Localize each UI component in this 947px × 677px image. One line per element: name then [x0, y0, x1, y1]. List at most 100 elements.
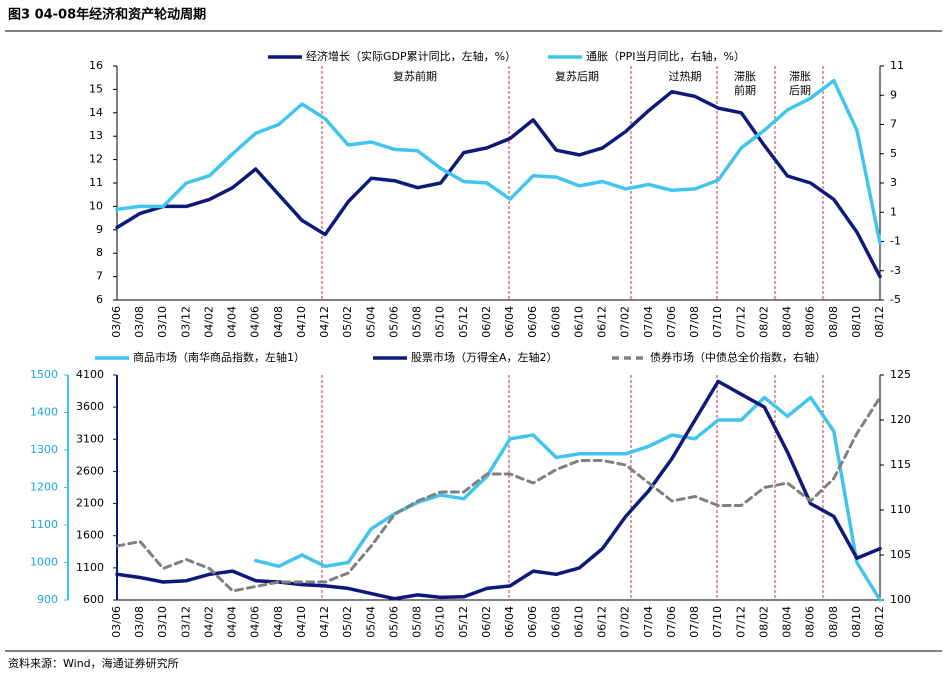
x-tick-label: 03/08 [133, 606, 146, 638]
x-tick-label: 04/06 [249, 306, 262, 338]
y-tick-label: 9 [96, 223, 103, 236]
x-tick-label: 05/12 [457, 306, 470, 338]
x-tick-label: 06/04 [503, 306, 516, 338]
x-tick-label: 07/04 [642, 606, 655, 638]
x-tick-label: 08/02 [757, 306, 770, 338]
y-tick-label: 105 [890, 548, 911, 561]
y-tick-label: 1200 [30, 481, 58, 494]
x-tick-label: 07/08 [688, 306, 701, 338]
x-tick-label: 08/10 [850, 306, 863, 338]
y-tick-label: 6 [96, 293, 103, 306]
x-tick-label: 07/06 [665, 306, 678, 338]
phase-label: 复苏前期 [393, 70, 437, 83]
x-tick-label: 06/10 [572, 306, 585, 338]
x-tick-label: 08/08 [827, 606, 840, 638]
phase-label: 滞胀前期 [734, 70, 756, 97]
x-tick-label: 07/04 [642, 306, 655, 338]
x-tick-label: 05/08 [411, 306, 424, 338]
y-tick-label: 900 [37, 593, 58, 606]
y-tick-label: 7 [890, 118, 897, 131]
x-tick-label: 08/06 [804, 606, 817, 638]
x-tick-label: 04/04 [226, 306, 239, 338]
legend-label: 债券市场（中债总全价指数，右轴） [650, 350, 826, 364]
y-tick-label: 3600 [76, 400, 104, 413]
x-tick-label: 05/02 [341, 306, 354, 338]
x-tick-label: 07/12 [734, 606, 747, 638]
series-line [115, 396, 882, 593]
series-line [115, 89, 882, 279]
y-tick-label: 1400 [30, 406, 58, 419]
x-tick-label: 07/02 [619, 606, 632, 638]
y-tick-label: 8 [96, 246, 103, 259]
y-tick-label: 9 [890, 88, 897, 101]
x-tick-label: 05/10 [434, 606, 447, 638]
x-tick-label: 06/08 [549, 606, 562, 638]
y-tick-label: 100 [890, 593, 911, 606]
x-tick-label: 03/10 [156, 306, 169, 338]
x-tick-label: 06/06 [526, 306, 539, 338]
y-tick-label: 12 [89, 153, 103, 166]
x-tick-label: 08/08 [827, 306, 840, 338]
x-tick-label: 06/08 [549, 306, 562, 338]
legend-label: 股票市场（万得全A，左轴2） [411, 350, 558, 364]
phase-label: 复苏后期 [555, 70, 599, 83]
y-tick-label: 7 [96, 270, 103, 283]
y-tick-label: 1300 [30, 443, 58, 456]
y-tick-label: 1000 [30, 556, 58, 569]
y-tick-label: 4100 [76, 368, 104, 381]
y-tick-label: 120 [890, 413, 911, 426]
y-tick-label: 3100 [76, 432, 104, 445]
x-tick-label: 03/12 [179, 606, 192, 638]
x-tick-label: 06/06 [526, 606, 539, 638]
y-tick-label: -1 [890, 235, 901, 248]
x-tick-label: 04/04 [226, 606, 239, 638]
y-tick-label: 11 [890, 59, 904, 72]
x-tick-label: 04/12 [318, 606, 331, 638]
y-tick-label: 115 [890, 458, 911, 471]
x-tick-label: 05/10 [434, 306, 447, 338]
x-tick-label: 06/12 [596, 606, 609, 638]
y-tick-label: 10 [89, 199, 103, 212]
x-tick-label: 03/12 [179, 306, 192, 338]
legend-label: 商品市场（南华商品指数，左轴1） [133, 350, 305, 364]
x-tick-label: 08/04 [781, 306, 794, 338]
x-tick-label: 03/08 [133, 306, 146, 338]
y-tick-label: 2600 [76, 464, 104, 477]
x-tick-label: 03/06 [110, 306, 123, 338]
x-tick-label: 05/12 [457, 606, 470, 638]
phase-label: 滞胀后期 [789, 70, 811, 97]
page-title: 图3 04-08年经济和资产轮动周期 [8, 7, 206, 23]
x-tick-label: 06/10 [572, 606, 585, 638]
x-tick-label: 07/10 [711, 606, 724, 638]
x-tick-label: 03/06 [110, 606, 123, 638]
x-tick-label: 07/02 [619, 306, 632, 338]
x-tick-label: 08/06 [804, 306, 817, 338]
y-tick-label: 125 [890, 368, 911, 381]
x-tick-label: 05/04 [364, 606, 377, 638]
x-tick-label: 04/02 [202, 606, 215, 638]
x-tick-label: 06/12 [596, 306, 609, 338]
x-tick-label: 03/10 [156, 606, 169, 638]
series-line [115, 78, 882, 245]
x-tick-label: 05/06 [387, 606, 400, 638]
x-tick-label: 04/10 [295, 306, 308, 338]
series-line [253, 395, 882, 602]
x-tick-label: 07/06 [665, 606, 678, 638]
x-tick-label: 04/12 [318, 306, 331, 338]
x-tick-label: 06/02 [480, 306, 493, 338]
legend-label: 通胀（PPI当月同比，右轴，%） [586, 49, 745, 63]
y-tick-label: -5 [890, 293, 901, 306]
x-tick-label: 04/08 [272, 306, 285, 338]
x-tick-label: 05/06 [387, 306, 400, 338]
x-tick-label: 04/10 [295, 606, 308, 638]
x-tick-label: 05/08 [411, 606, 424, 638]
phase-label: 过热期 [668, 70, 702, 83]
y-tick-label: 16 [89, 59, 103, 72]
x-tick-label: 07/12 [734, 306, 747, 338]
y-tick-label: 1100 [76, 561, 104, 574]
x-tick-label: 05/04 [364, 306, 377, 338]
x-tick-label: 08/02 [757, 606, 770, 638]
y-tick-label: 1 [890, 205, 897, 218]
